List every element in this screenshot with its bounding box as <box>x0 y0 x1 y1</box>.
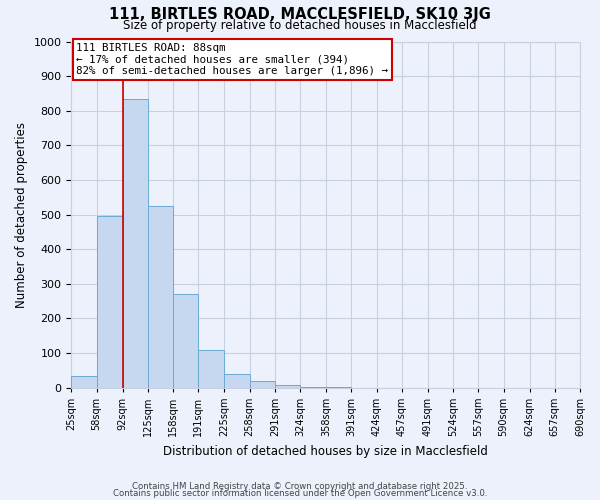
Text: Contains public sector information licensed under the Open Government Licence v3: Contains public sector information licen… <box>113 490 487 498</box>
Bar <box>326 387 351 388</box>
Bar <box>122 98 148 388</box>
Bar <box>275 385 300 388</box>
Text: 111 BIRTLES ROAD: 88sqm
← 17% of detached houses are smaller (394)
82% of semi-d: 111 BIRTLES ROAD: 88sqm ← 17% of detache… <box>76 43 388 76</box>
Bar <box>224 374 250 388</box>
Text: Size of property relative to detached houses in Macclesfield: Size of property relative to detached ho… <box>123 19 477 32</box>
X-axis label: Distribution of detached houses by size in Macclesfield: Distribution of detached houses by size … <box>163 444 488 458</box>
Bar <box>71 376 97 388</box>
Y-axis label: Number of detached properties: Number of detached properties <box>15 122 28 308</box>
Bar <box>97 216 122 388</box>
Bar <box>173 294 198 388</box>
Bar <box>148 206 173 388</box>
Text: Contains HM Land Registry data © Crown copyright and database right 2025.: Contains HM Land Registry data © Crown c… <box>132 482 468 491</box>
Text: 111, BIRTLES ROAD, MACCLESFIELD, SK10 3JG: 111, BIRTLES ROAD, MACCLESFIELD, SK10 3J… <box>109 8 491 22</box>
Bar <box>198 350 224 388</box>
Bar <box>250 380 275 388</box>
Bar <box>300 386 326 388</box>
